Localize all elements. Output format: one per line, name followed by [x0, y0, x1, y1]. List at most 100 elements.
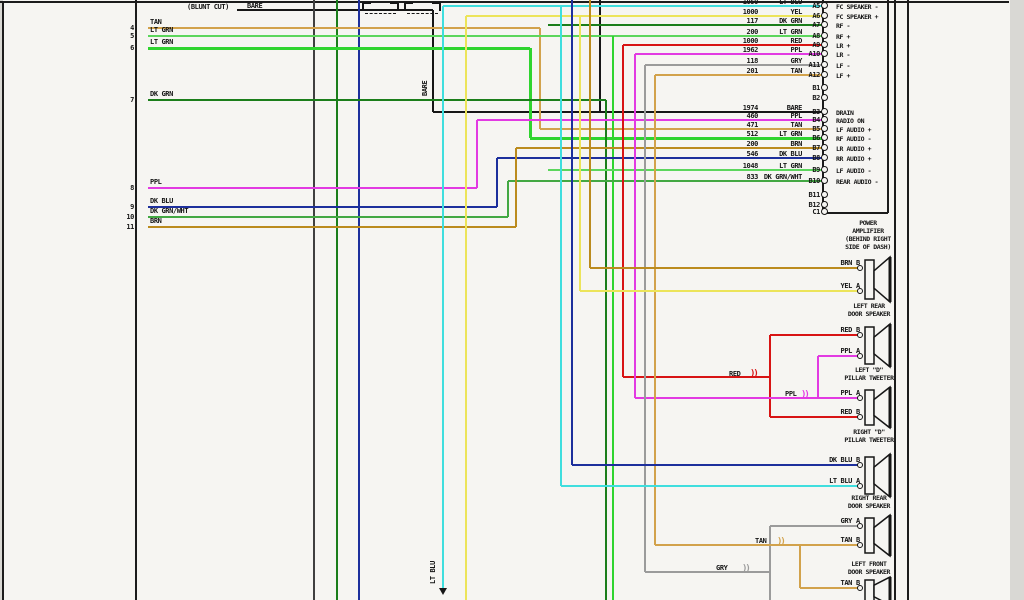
wire-ltblu-spk	[561, 485, 862, 487]
inline-connector-symbol	[363, 2, 371, 4]
splice-mark: ))	[750, 369, 759, 379]
inline-connector-symbol	[404, 3, 406, 11]
left-pin-color-label: LT GRN	[150, 38, 173, 46]
amp-row-pin: B10	[808, 177, 821, 185]
page-border-right-inner	[894, 0, 896, 600]
amp-row-circuit: 471	[746, 121, 759, 129]
wire-yel-spk	[578, 16, 582, 291]
speaker-icon	[864, 385, 892, 430]
splice-wire-label: GRY	[716, 564, 728, 572]
amp-connector-cavity	[821, 144, 828, 151]
wire-pass-navy	[358, 0, 360, 600]
wire-a12-tan	[655, 544, 862, 546]
amp-row-function: FC SPEAKER +	[836, 13, 879, 21]
amp-connector-cavity	[821, 50, 828, 57]
speaker-terminal-letter: A	[856, 389, 860, 397]
amp-row-pin: B1	[812, 84, 820, 92]
wire-pin4-tan	[538, 28, 542, 129]
amp-connector-cavity	[821, 32, 828, 39]
speaker-terminal	[857, 332, 863, 338]
wire-gry-spk	[770, 525, 862, 527]
wire-bare-top	[237, 8, 433, 12]
amp-row-circuit: 546	[746, 150, 759, 158]
amp-box-bottom	[823, 212, 888, 214]
splice-wire-label: RED	[729, 370, 741, 378]
amp-connector-cavity	[821, 2, 828, 9]
wire-red-tw2	[770, 415, 862, 419]
amp-row-pin: A12	[808, 71, 821, 79]
speaker-terminal-letter: B	[856, 259, 860, 267]
left-pin-color-label: DK BLU	[150, 197, 173, 205]
left-pin-number: 4	[130, 24, 134, 32]
wire-pin7-dkgrn	[605, 100, 607, 600]
left-pin-color-label: DK GRN	[150, 90, 173, 98]
speaker-terminal	[857, 483, 863, 489]
amp-row-pin: B9	[812, 166, 820, 174]
speaker-terminal-color: TAN	[840, 579, 853, 587]
wire-pin11-brn	[148, 226, 516, 228]
amp-row-circuit: 118	[746, 57, 759, 65]
splice-mark: ))	[777, 537, 786, 547]
amp-row-color: DK GRN/WHT	[763, 173, 803, 181]
speaker-terminal	[857, 265, 863, 271]
wire-pass-dark	[313, 0, 315, 600]
amp-row-pin: A9	[812, 41, 820, 49]
wire-a9-red	[623, 43, 822, 47]
left-pin-number: 10	[126, 213, 134, 221]
amp-row-pin: C1	[812, 208, 820, 216]
speaker-terminal	[857, 462, 863, 468]
wire-a7-dkgrn	[548, 24, 822, 26]
amp-connector-cavity	[821, 191, 828, 198]
speaker-name-label: RIGHT "D"	[853, 428, 885, 436]
splice-mark: ))	[801, 390, 810, 400]
wire-a11-gry	[645, 571, 770, 573]
amp-row-circuit: 1000	[742, 8, 759, 16]
amp-row-function: RR AUDIO +	[836, 155, 872, 163]
wire-gry-vert	[769, 526, 771, 600]
speaker-terminal-color: BRN	[840, 259, 853, 267]
wire-red-fork	[768, 335, 772, 417]
amp-row-function: LF -	[836, 62, 851, 70]
amp-row-function: RADIO ON	[836, 117, 865, 125]
left-pin-color-label: LT GRN	[150, 26, 173, 34]
speaker-terminal-letter: A	[856, 477, 860, 485]
amp-row-function: RF +	[836, 33, 851, 41]
speaker-name-label: RIGHT REAR	[851, 494, 887, 502]
speaker-terminal-letter: B	[856, 456, 860, 464]
amp-row-pin: A6	[812, 12, 820, 20]
amp-row-pin: B7	[812, 144, 820, 152]
speaker-terminal-color: RED	[840, 326, 853, 334]
amp-row-pin: A5	[812, 2, 820, 10]
amp-connector-cavity	[821, 154, 828, 161]
amp-connector-cavity	[821, 116, 828, 123]
speaker-terminal-color: PPL	[840, 347, 853, 355]
wire-pin11-brn	[516, 147, 822, 149]
amp-connector-cavity	[821, 61, 828, 68]
speaker-terminal-letter: B	[856, 536, 860, 544]
amp-row-circuit: 201	[746, 67, 759, 75]
amp-connector-cavity	[821, 208, 828, 215]
wire-brn-spk	[590, 266, 862, 270]
speaker-terminal	[857, 585, 863, 591]
amp-row-circuit: 512	[746, 130, 759, 138]
amplifier-title-line2: AMPLIFIER	[852, 227, 884, 235]
speaker-terminal	[857, 353, 863, 359]
amp-row-pin: A7	[812, 21, 820, 29]
amp-row-color: LT GRN	[779, 130, 802, 138]
speaker-terminal-letter: B	[856, 579, 860, 587]
wire-pin4-tan	[148, 26, 540, 30]
amp-connector-cavity	[821, 84, 828, 91]
speaker-terminal-color: LT BLU	[829, 477, 852, 485]
page-margin-right	[1010, 0, 1024, 600]
amp-row-pin: B11	[808, 191, 821, 199]
wire-ppl-fork	[816, 356, 820, 398]
left-pin-color-label: DK GRN/WHT	[150, 207, 189, 215]
amp-row-pin: B8	[812, 154, 820, 162]
wire-pin9-dkblu	[148, 205, 497, 209]
wire-pin5-ltgrn	[148, 35, 822, 37]
wire-ppl-tw1	[818, 354, 862, 358]
amp-row-circuit: 833	[746, 173, 759, 181]
speaker-terminal-letter: B	[856, 408, 860, 416]
left-pin-number: 6	[130, 44, 134, 52]
